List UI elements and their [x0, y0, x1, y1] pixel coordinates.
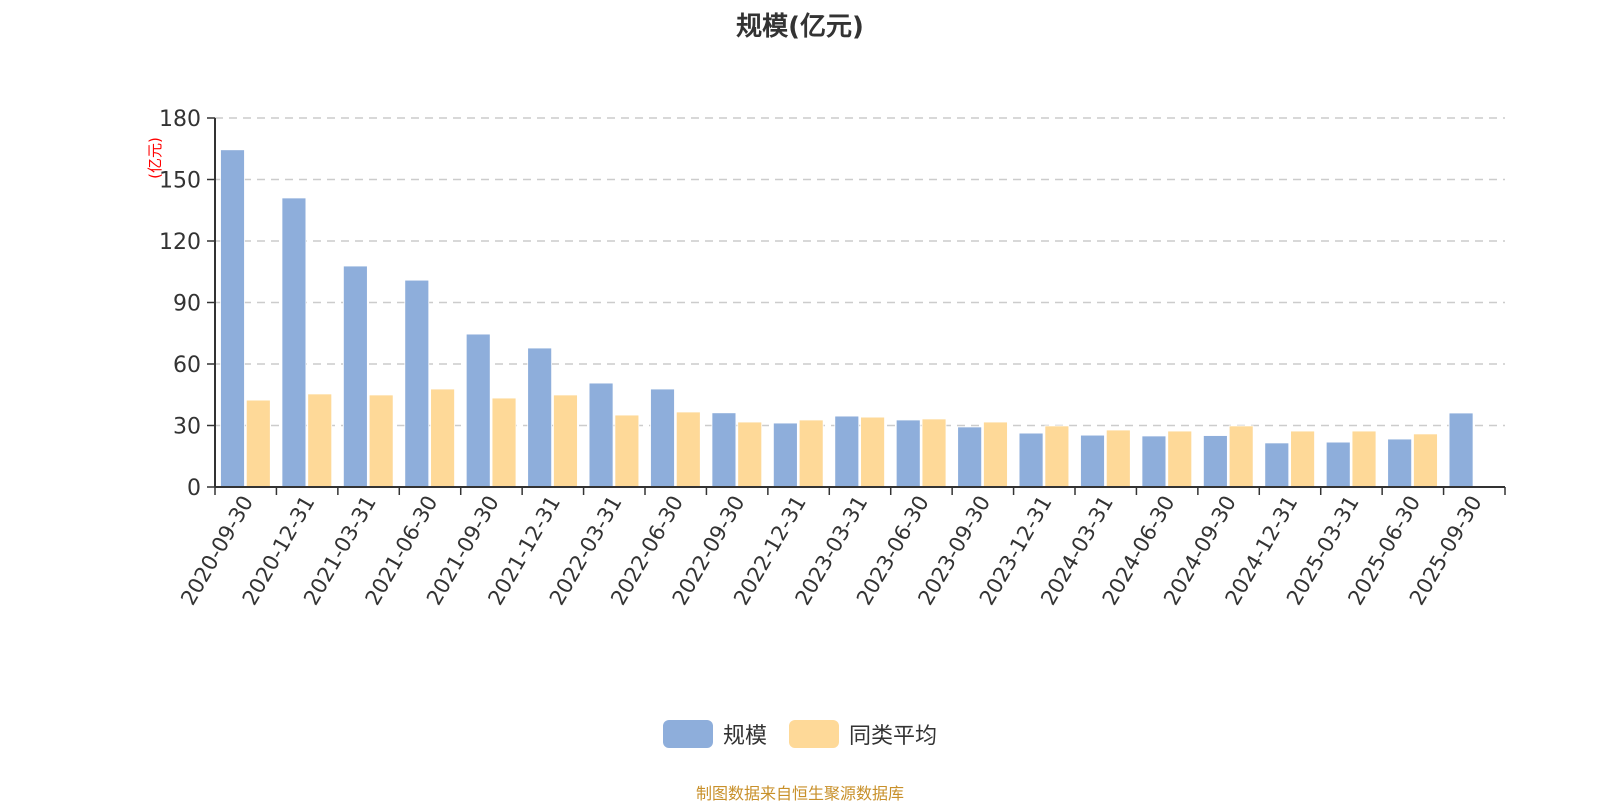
bar-peer-average — [614, 414, 640, 488]
bar-scale — [1080, 434, 1105, 488]
bar-peer-average — [368, 394, 394, 488]
legend-label-peer-average: 同类平均 — [849, 724, 938, 749]
legend-swatch-peer-average — [789, 720, 839, 748]
bar-scale — [1018, 432, 1044, 488]
legend-item-peer-average[interactable]: 同类平均 — [789, 718, 937, 750]
bar-scale — [465, 333, 491, 488]
bar-peer-average — [307, 393, 333, 488]
bar-scale — [895, 419, 921, 488]
bar-peer-average — [553, 394, 578, 488]
bar-scale — [342, 265, 368, 488]
bar-peer-average — [1167, 430, 1193, 488]
bar-scale — [650, 388, 675, 488]
bar-scale — [1202, 435, 1228, 488]
data-source-note: 制图数据来自恒生聚源数据库 — [695, 784, 904, 803]
bar-scale — [834, 415, 860, 488]
y-tick-label: 180 — [159, 107, 201, 132]
legend: 规模 同类平均 — [0, 718, 1600, 750]
bar-scale — [957, 426, 983, 488]
bar-scale — [711, 412, 737, 488]
y-tick-label: 30 — [173, 415, 201, 440]
bar-peer-average — [430, 388, 455, 488]
bar-scale — [404, 279, 430, 488]
bar-peer-average — [1290, 430, 1315, 488]
y-axis-unit-label: (亿元) — [146, 137, 164, 179]
legend-swatch-scale — [662, 720, 713, 748]
bar-scale — [772, 422, 798, 488]
bar-peer-average — [860, 416, 885, 488]
bar-peer-average — [798, 419, 824, 488]
bar-peer-average — [1351, 430, 1377, 488]
bar-scale — [281, 197, 307, 488]
legend-item-scale[interactable]: 规模 — [662, 718, 767, 750]
y-tick-label: 150 — [159, 169, 201, 194]
bar-peer-average — [245, 399, 271, 488]
bar-chart: 0306090120150180(亿元)2020-09-302020-12-31… — [146, 107, 1506, 609]
bar-scale — [1325, 441, 1351, 488]
bar-scale — [1141, 435, 1167, 488]
bar-peer-average — [983, 421, 1008, 488]
y-tick-label: 120 — [159, 230, 201, 255]
legend-label-scale: 规模 — [722, 724, 767, 749]
y-tick-label: 60 — [173, 353, 201, 378]
bar-peer-average — [737, 421, 763, 488]
chart-title: 规模(亿元) — [736, 12, 864, 42]
bar-peer-average — [921, 418, 947, 488]
bar-scale — [1387, 438, 1413, 488]
bar-peer-average — [491, 397, 517, 488]
bar-peer-average — [1228, 425, 1254, 488]
y-tick-label: 90 — [173, 292, 201, 317]
bar-peer-average — [1044, 425, 1070, 488]
bar-scale — [1264, 442, 1290, 488]
y-tick-label: 0 — [187, 476, 201, 501]
bar-peer-average — [1413, 433, 1438, 488]
bar-scale — [1448, 412, 1474, 488]
bar-scale — [588, 382, 614, 488]
bar-peer-average — [1105, 429, 1131, 488]
bar-peer-average — [675, 411, 701, 488]
bar-scale — [527, 347, 553, 488]
bar-scale — [220, 149, 245, 488]
